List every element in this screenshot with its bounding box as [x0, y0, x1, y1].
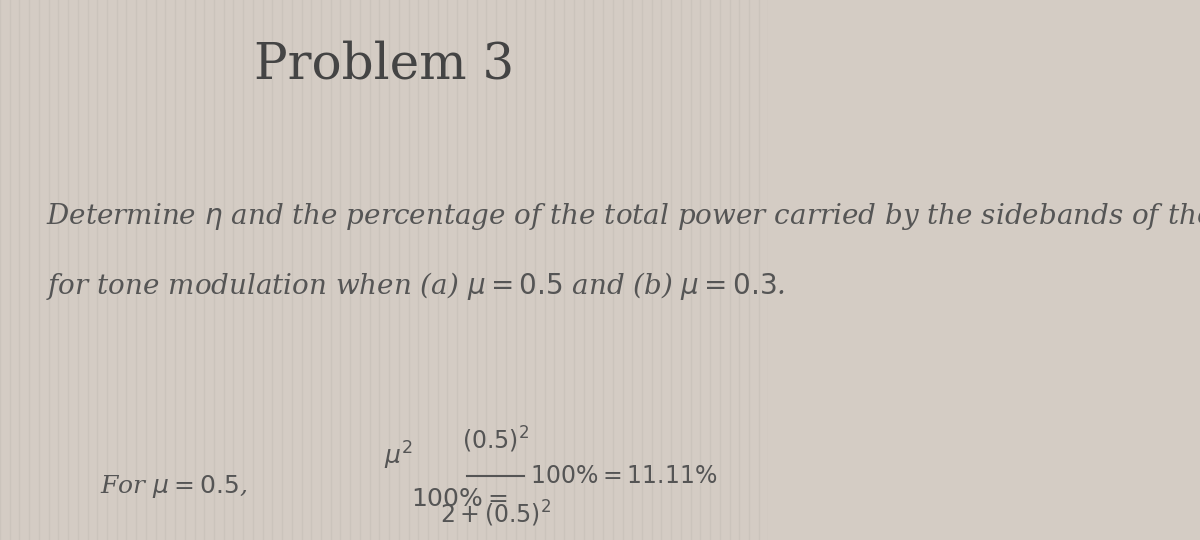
Text: $100\% =$: $100\% =$: [412, 488, 508, 511]
Text: $(0.5)^2$: $(0.5)^2$: [462, 425, 529, 455]
Text: for tone modulation when (a) $\mu = 0.5$ and (b) $\mu = 0.3$.: for tone modulation when (a) $\mu = 0.5$…: [46, 270, 785, 302]
Text: $2 + (0.5)^2$: $2 + (0.5)^2$: [440, 499, 551, 529]
Text: $\mu^2$: $\mu^2$: [384, 440, 413, 472]
Text: Problem 3: Problem 3: [254, 40, 515, 90]
Text: $100\% = 11.11\%$: $100\% = 11.11\%$: [530, 465, 718, 488]
Text: Determine $\eta$ and the percentage of the total power carried by the sidebands : Determine $\eta$ and the percentage of t…: [46, 200, 1200, 232]
Text: For $\mu = 0.5$,: For $\mu = 0.5$,: [100, 472, 247, 500]
